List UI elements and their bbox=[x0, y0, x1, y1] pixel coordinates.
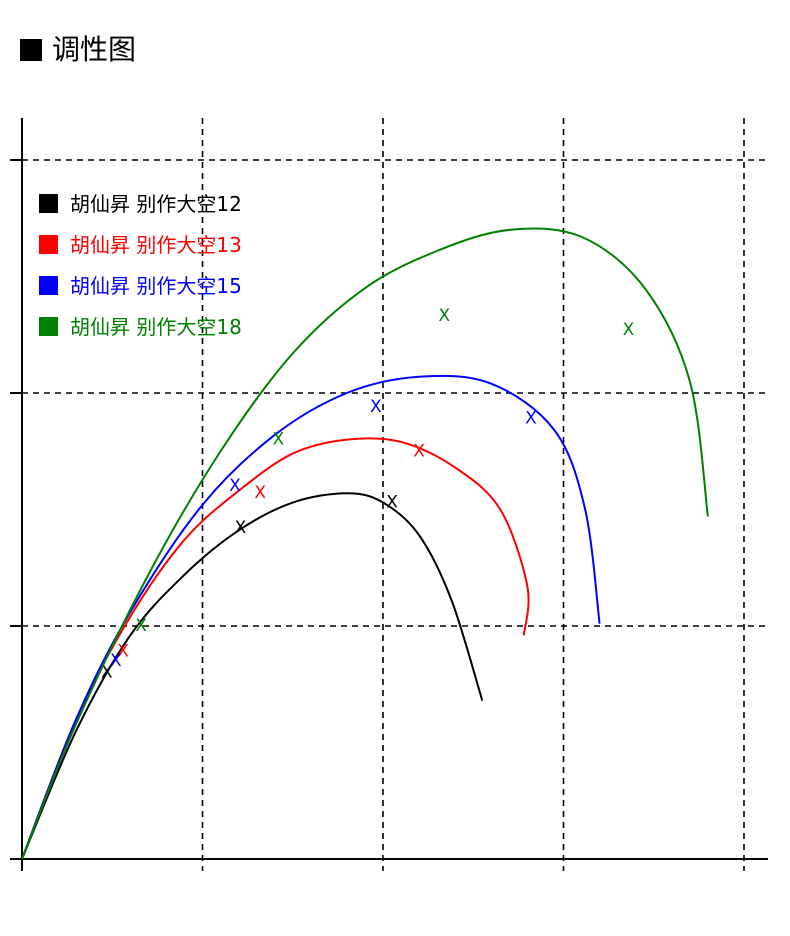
legend-label: 胡仙昇 别作大空13 bbox=[70, 233, 242, 257]
series-marker: X bbox=[623, 320, 635, 340]
legend-swatch bbox=[39, 235, 58, 254]
series-line bbox=[21, 374, 601, 860]
legend-swatch bbox=[39, 276, 58, 295]
page-title: 调性图 bbox=[52, 33, 137, 66]
series-marker: X bbox=[439, 306, 451, 326]
series-marker: X bbox=[525, 409, 537, 429]
legend-label: 胡仙昇 别作大空12 bbox=[70, 192, 242, 216]
series-marker: X bbox=[135, 616, 147, 636]
series-marker: X bbox=[370, 397, 382, 417]
series-marker: X bbox=[272, 430, 284, 450]
series-marker: X bbox=[117, 642, 129, 662]
chart-title-area: 调性图 bbox=[20, 30, 136, 70]
title-marker-square bbox=[20, 39, 42, 61]
legend-label: 胡仙昇 别作大空15 bbox=[70, 274, 242, 298]
series-marker: X bbox=[413, 441, 425, 461]
series-line bbox=[21, 492, 484, 860]
series-marker: X bbox=[101, 663, 113, 683]
series-marker: X bbox=[254, 483, 266, 503]
series-marker: X bbox=[229, 476, 241, 496]
series-line bbox=[21, 437, 530, 860]
legend-swatch bbox=[39, 194, 58, 213]
series-line bbox=[21, 227, 709, 860]
legend-swatch bbox=[39, 317, 58, 336]
series-marker: X bbox=[235, 518, 247, 538]
series-marker: X bbox=[386, 493, 398, 513]
series-marker: X bbox=[110, 651, 122, 671]
legend-label: 胡仙昇 别作大空18 bbox=[70, 315, 242, 339]
